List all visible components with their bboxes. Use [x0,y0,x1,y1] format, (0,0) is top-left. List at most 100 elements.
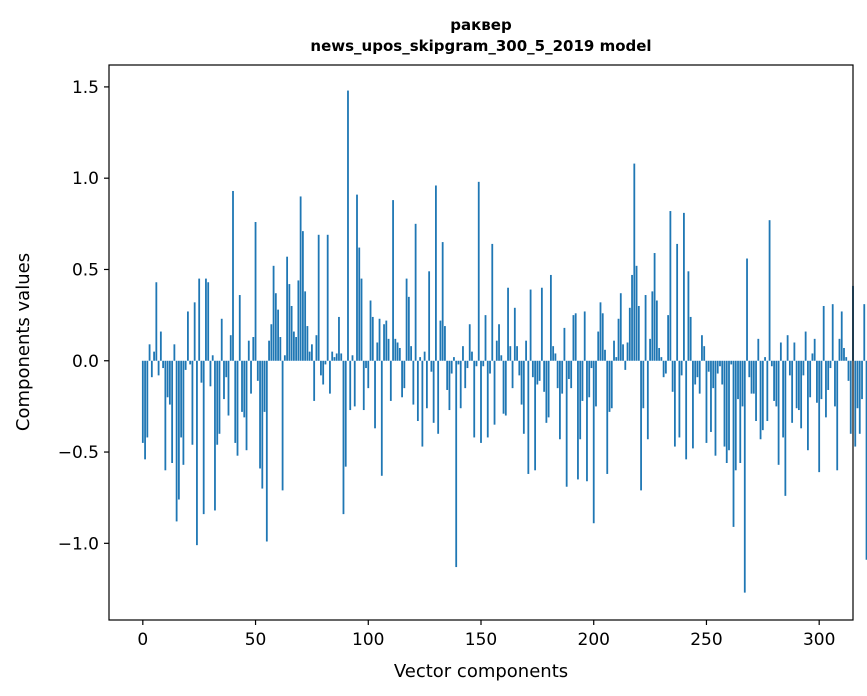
bar-161 [504,360,507,416]
bar-150 [480,360,482,443]
bar-297 [811,353,814,361]
bar-226 [651,291,654,361]
bar-305 [829,360,832,369]
bar-114 [398,347,401,361]
bar-303 [825,360,827,418]
bar-216 [628,307,631,361]
x-tick-label: 150 [465,630,497,650]
bar-250 [705,360,708,443]
bar-58 [272,265,275,361]
bar-165 [513,307,516,361]
bar-30 [209,360,212,387]
bar-167 [518,360,521,376]
x-tick-label: 300 [803,630,835,650]
bar-29 [207,282,210,361]
bar-105 [378,318,381,361]
bar-207 [608,360,611,412]
y-tick-label: 1.0 [72,169,99,189]
bar-306 [831,304,834,361]
bar-245 [694,360,697,385]
y-tick-label: 1.5 [72,78,99,98]
bar-97 [360,278,363,361]
bar-311 [843,347,845,361]
bar-259 [725,360,728,463]
bar-230 [660,357,663,361]
bar-276 [764,357,766,361]
bar-291 [797,360,800,411]
bar-108 [385,320,388,361]
bar-128 [430,360,433,372]
bar-221 [640,360,642,491]
bar-22 [191,360,194,445]
bar-274 [759,360,762,440]
bar-112 [394,338,397,361]
bar-9 [162,360,165,369]
bar-21 [189,360,192,365]
bar-77 [315,335,318,361]
bar-98 [362,360,365,411]
y-tick-label: −0.5 [58,443,99,463]
bar-60 [277,309,279,361]
bar-122 [416,360,419,422]
bar-76 [313,360,316,401]
bar-141 [459,360,462,409]
bar-17 [180,360,183,438]
bar-231 [662,360,665,378]
bar-181 [549,274,552,361]
bar-80 [322,360,325,385]
bar-149 [477,181,480,361]
bar-137 [450,360,453,374]
bar-251 [707,360,710,372]
bar-7 [157,360,160,376]
bar-40 [232,190,234,361]
y-axis-label: Components values [13,253,34,431]
bar-125 [423,351,426,361]
bar-132 [439,320,442,361]
bar-204 [601,313,604,361]
bar-168 [520,360,523,405]
bar-162 [507,287,509,361]
bar-266 [741,360,744,407]
bar-261 [730,360,733,365]
bar-158 [498,324,500,361]
bar-219 [635,265,638,361]
bar-88 [340,353,343,361]
bar-316 [854,360,857,447]
bar-63 [283,355,286,361]
bar-59 [274,293,277,361]
x-axis-ticks: 0 50 100 150 200 250 300 [137,620,835,650]
bar-193 [577,360,579,480]
bar-173 [531,360,534,378]
bar-49 [252,337,255,361]
bar-95 [356,194,358,361]
bar-289 [793,342,796,361]
bar-83 [329,360,331,394]
bar-66 [290,305,293,361]
bar-78 [317,234,320,361]
bar-70 [299,196,302,361]
bar-10 [164,360,167,471]
bar-8 [159,331,162,361]
bar-310 [840,311,843,361]
bar-321 [865,360,867,560]
bar-319 [861,360,863,400]
bar-5 [153,351,155,361]
bar-62 [281,360,284,491]
bar-254 [714,360,717,456]
bar-126 [425,360,428,409]
y-tick-label: 0.0 [72,352,99,372]
bar-157 [495,340,498,361]
bar-92 [349,360,352,411]
bar-170 [525,340,527,361]
bar-285 [784,360,787,496]
bar-43 [238,295,241,361]
bar-228 [655,300,658,361]
bar-267 [743,360,746,593]
bar-152 [484,315,487,361]
bar-262 [732,360,735,527]
plot-frame [108,64,854,621]
bar-27 [202,360,205,515]
bar-183 [554,353,557,361]
bar-90 [344,360,347,467]
